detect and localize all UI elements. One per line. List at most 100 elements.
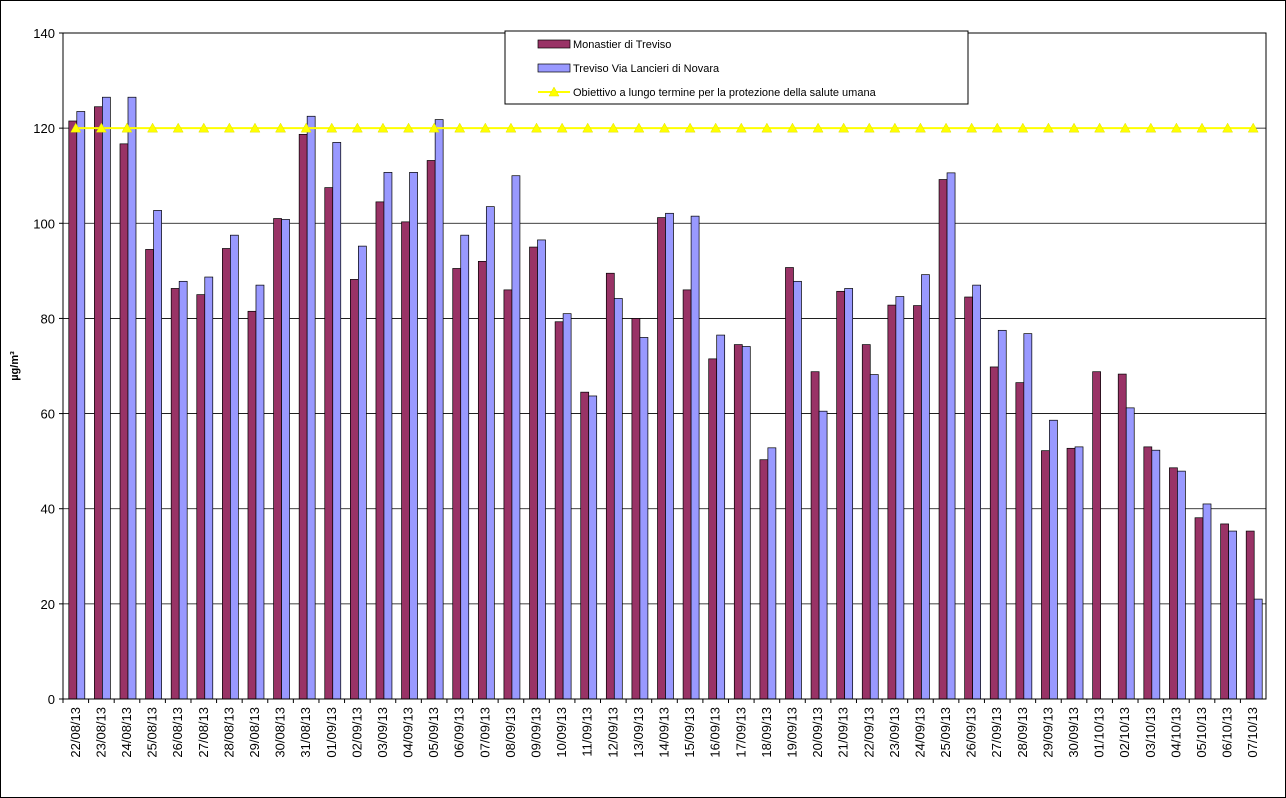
x-tick-label: 29/09/13 [1040, 707, 1055, 758]
bar [972, 284, 981, 700]
bar [1066, 447, 1076, 700]
x-tick-label: 29/08/13 [247, 707, 262, 758]
line-marker [1170, 122, 1182, 133]
bar [375, 201, 385, 700]
x-tick-label: 05/09/13 [426, 707, 441, 758]
bar [324, 187, 334, 700]
line-marker [659, 122, 670, 133]
legend-label: Monastier di Treviso [573, 39, 671, 51]
x-tick-label: 07/10/13 [1245, 707, 1260, 758]
bar [818, 410, 828, 700]
bar [631, 318, 641, 700]
x-tick-label: 02/09/13 [349, 707, 364, 758]
x-tick-label: 26/08/13 [170, 707, 185, 758]
bar [145, 249, 154, 700]
bar [1041, 450, 1050, 700]
line-marker [633, 122, 645, 133]
bar [741, 346, 751, 700]
x-tick-label: 07/09/13 [477, 707, 492, 758]
line-marker [70, 122, 82, 133]
line-marker [1145, 122, 1157, 133]
bar [196, 294, 206, 700]
bar [1228, 530, 1237, 700]
bar [1245, 530, 1255, 700]
bar [921, 274, 930, 700]
bar [708, 358, 718, 700]
x-tick-label: 30/08/13 [273, 707, 288, 758]
bar [895, 296, 905, 700]
y-axis-label: µg/m³ [9, 351, 21, 381]
bar [102, 96, 111, 700]
bar [1015, 382, 1025, 700]
bar [306, 115, 316, 700]
line-marker [326, 122, 338, 133]
bar [588, 395, 598, 700]
bar [178, 280, 188, 700]
line-marker [1119, 122, 1131, 133]
bar [844, 288, 854, 700]
bar [913, 305, 922, 700]
line-marker [1017, 122, 1029, 133]
bar [511, 175, 521, 700]
bar [1092, 371, 1101, 700]
bar [716, 334, 726, 700]
line-marker [172, 122, 184, 133]
bar [580, 391, 590, 700]
bar [887, 304, 897, 700]
x-tick-label: 28/08/13 [221, 707, 236, 758]
x-tick-label: 08/09/13 [503, 707, 518, 758]
line-marker [991, 122, 1003, 133]
x-tick-label: 24/08/13 [119, 707, 134, 758]
bar [836, 290, 846, 700]
x-tick-label: 03/09/13 [375, 707, 390, 758]
bar [605, 272, 615, 700]
bar [170, 288, 180, 700]
bar [946, 172, 956, 700]
legend-marker [548, 86, 560, 97]
bar [477, 260, 487, 700]
legend-box [504, 30, 969, 105]
x-tick-label: 15/09/13 [682, 707, 697, 758]
bar [127, 96, 137, 700]
line-marker [940, 122, 952, 133]
y-tick-label: 40 [41, 502, 55, 517]
x-tick-label: 16/09/13 [708, 707, 723, 758]
bar [503, 289, 513, 700]
line-marker [479, 122, 491, 133]
x-tick-label: 10/09/13 [554, 707, 569, 758]
line-marker [915, 122, 926, 133]
bar [1143, 446, 1153, 700]
bar [1177, 470, 1186, 700]
line-marker [505, 122, 517, 133]
x-tick-label: 20/09/13 [810, 707, 825, 758]
bar [1074, 446, 1084, 700]
bar [153, 210, 162, 700]
bar [1253, 598, 1263, 700]
x-tick-label: 04/09/13 [401, 707, 416, 758]
bar [682, 289, 692, 700]
x-tick-label: 31/08/13 [298, 707, 313, 758]
x-tick-label: 06/10/13 [1220, 707, 1235, 758]
line-marker [710, 122, 722, 133]
line-marker [812, 122, 824, 133]
line-marker [95, 122, 107, 133]
line-marker [377, 122, 389, 133]
bar [383, 172, 393, 700]
x-tick-label: 24/09/13 [912, 707, 927, 758]
line-marker [1196, 122, 1208, 133]
line-marker [428, 122, 440, 133]
x-tick-label: 03/10/13 [1143, 707, 1158, 758]
x-tick-label: 27/09/13 [989, 707, 1004, 758]
line-marker [1043, 122, 1054, 133]
bar [76, 111, 86, 700]
bar [273, 218, 282, 700]
bar [1169, 467, 1178, 700]
bar [68, 120, 78, 700]
bar [665, 212, 674, 700]
y-tick-label: 0 [48, 692, 55, 707]
x-tick-label: 01/10/13 [1092, 707, 1107, 758]
x-tick-label: 17/09/13 [733, 707, 748, 758]
x-tick-label: 22/08/13 [68, 707, 83, 758]
bar [613, 298, 623, 700]
